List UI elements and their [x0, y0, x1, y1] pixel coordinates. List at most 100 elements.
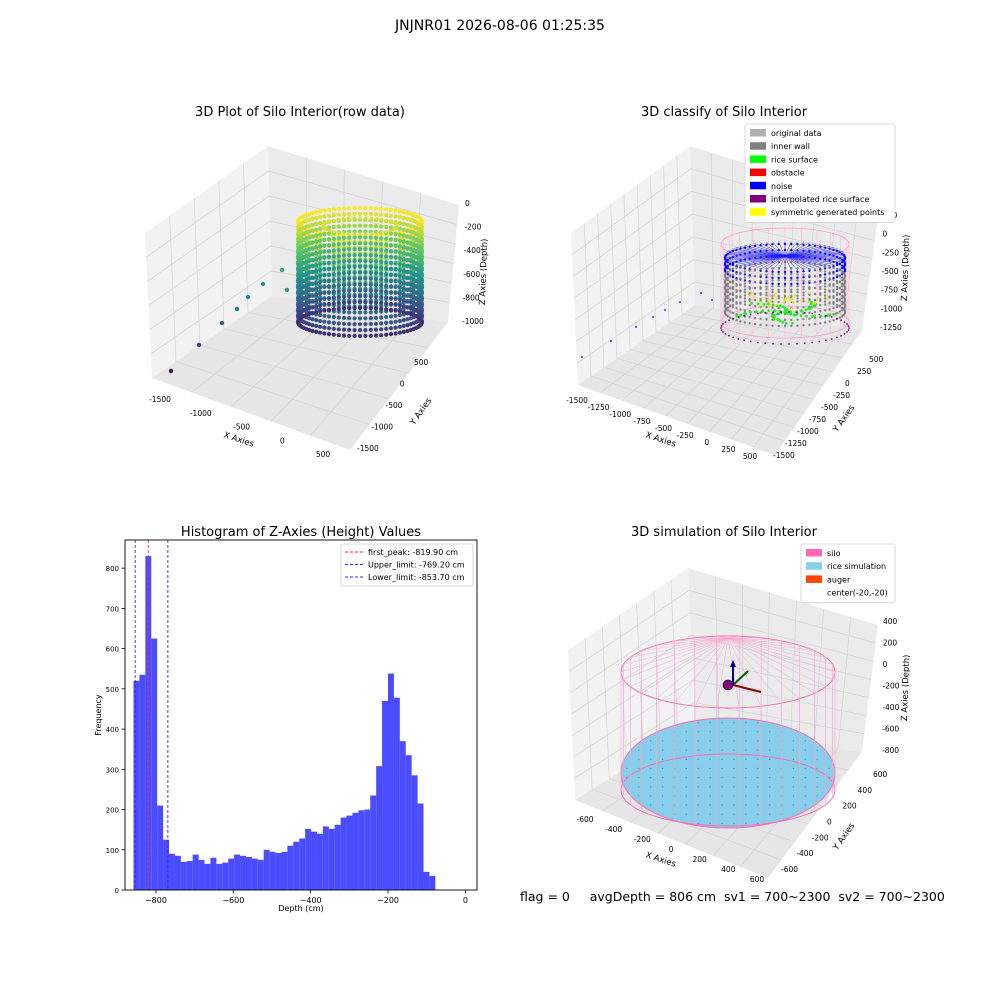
- histogram-bar-18: [240, 855, 246, 890]
- histogram-xlabel: Depth (cm): [278, 904, 323, 913]
- raw3d-outlier-6: [279, 267, 285, 273]
- histogram-bar-19: [245, 857, 252, 890]
- simulation3d-xtick-5: 400: [721, 865, 736, 874]
- histogram-xtick-0: −800: [145, 896, 167, 905]
- raw3d-ztick-0: 0: [465, 199, 470, 208]
- raw3d-ztick-3: -600: [463, 270, 480, 279]
- classify3d-xtick-8: 500: [743, 452, 758, 461]
- histogram-bar-50: [429, 875, 436, 890]
- classify3d-ztick-5: -1000: [881, 304, 903, 313]
- histogram-bar-46: [405, 755, 412, 890]
- classify3d-ztick-6: -1250: [880, 323, 902, 332]
- histogram-xtick-4: 0: [463, 896, 468, 905]
- classify3d-xtick-4: -500: [655, 424, 672, 433]
- classify3d-ytick-4: -500: [821, 403, 838, 412]
- simulation3d-legend-swatch-2: [806, 575, 822, 583]
- classify3d-legend-label-2: rice surface: [771, 155, 818, 164]
- histogram-bar-28: [299, 838, 306, 890]
- classify3d-noise-6: [700, 292, 702, 294]
- histogram-bar-49: [423, 871, 430, 890]
- simulation3d-ztick-2: 0: [883, 660, 888, 669]
- simulation3d-ztick-4: -400: [882, 703, 899, 712]
- classify3d-ytick-3: -250: [833, 391, 850, 400]
- histogram-bar-2: [145, 556, 152, 890]
- histogram-bar-23: [269, 851, 276, 890]
- simulation3d-legend-swatch-1: [806, 562, 822, 570]
- raw3d-outlier-4: [245, 294, 251, 300]
- classify3d-legend-swatch-4: [750, 181, 766, 190]
- classify3d-zlabel: Z Axies (Depth): [900, 234, 912, 301]
- raw3d-title: 3D Plot of Silo Interior(row data): [195, 105, 405, 120]
- histogram-bar-27: [293, 841, 300, 890]
- classify3d-legend-box: [744, 123, 896, 223]
- histogram-bar-16: [228, 858, 235, 890]
- simulation3d-axis-z-head: [730, 660, 736, 667]
- histogram-bar-30: [311, 831, 317, 890]
- raw3d-ztick-4: -800: [463, 293, 480, 302]
- histogram-bars: [133, 556, 436, 890]
- raw3d-ylabel: Y Axies: [408, 396, 435, 428]
- histogram-bar-0: [133, 680, 140, 890]
- raw3d-ytick-2: -500: [386, 401, 403, 410]
- histogram-legend-label-0: first_peak: -819.90 cm: [368, 548, 458, 557]
- histogram-bar-41: [376, 766, 383, 890]
- classify3d-xtick-0: -1500: [566, 396, 588, 405]
- raw3d-ytick-1: 0: [400, 380, 405, 389]
- simulation3d-xtick-3: 0: [669, 845, 674, 854]
- histogram-bar-10: [192, 854, 199, 890]
- raw3d-outlier-7: [284, 287, 290, 293]
- histogram-bar-14: [216, 863, 223, 890]
- raw3d-ztick-5: -1000: [462, 317, 484, 326]
- classify3d-ytick-8: -1500: [773, 451, 795, 460]
- classify3d-ztick-2: -250: [882, 248, 899, 257]
- classify3d-legend-swatch-1: [750, 142, 766, 150]
- simulation3d-center-marker: [722, 679, 734, 691]
- classify3d-noise-1: [610, 340, 612, 342]
- simulation3d-xtick-2: -200: [634, 835, 651, 844]
- classify3d-noise-4: [664, 309, 666, 311]
- histogram-bar-40: [370, 795, 377, 890]
- simulation3d-ztick-6: -800: [882, 746, 899, 755]
- histogram-ytick-0: 0: [115, 887, 119, 895]
- simulation3d-legend-label-2: auger: [827, 575, 851, 584]
- histogram-bar-11: [198, 859, 205, 890]
- raw3d-outlier-2: [219, 320, 225, 326]
- histogram-bar-9: [186, 861, 193, 890]
- simulation3d-xtick-1: -400: [605, 825, 622, 834]
- histogram-bar-20: [251, 858, 258, 890]
- classify3d-xtick-2: -1000: [609, 410, 631, 419]
- histogram-ytick-2: 200: [106, 807, 119, 815]
- raw3d-points: [168, 205, 425, 374]
- classify3d-legend-swatch-3: [750, 168, 766, 177]
- histogram-xtick-3: −200: [377, 896, 399, 905]
- raw3d-pane-left: [145, 146, 272, 378]
- raw3d-ytick-3: -1000: [371, 423, 393, 432]
- figure-title: JNJNR01 2026-08-06 01:25:35: [395, 18, 605, 34]
- chart-raw-3d: 3D Plot of Silo Interior(row data) -1500 -…: [145, 105, 490, 459]
- classify3d-xtick-6: 0: [704, 438, 709, 447]
- simulation3d-title: 3D simulation of Silo Interior: [631, 525, 818, 540]
- histogram-ytick-6: 600: [106, 646, 119, 654]
- histogram-title: Histogram of Z-Axies (Height) Values: [181, 525, 421, 540]
- histogram-bar-26: [287, 845, 294, 890]
- classify3d-xtick-3: -750: [633, 417, 650, 426]
- simulation3d-silo-wire: [620, 635, 836, 827]
- classify3d-pane-floor: [578, 305, 862, 455]
- chart-histogram: Histogram of Z-Axies (Height) Values −800…: [94, 525, 478, 913]
- histogram-bar-37: [352, 812, 359, 890]
- classify3d-ytick-1: 250: [857, 367, 872, 376]
- histogram-legend-label-2: Lower_limit: -853.70 cm: [368, 573, 465, 582]
- classify3d-xtick-5: -250: [677, 431, 694, 440]
- classify3d-legend-label-3: obstacle: [771, 169, 805, 178]
- raw3d-xlabel: X Axies: [222, 430, 255, 449]
- raw3d-outlier-0: [168, 368, 174, 374]
- histogram-bar-6: [169, 853, 175, 890]
- histogram-bar-5: [163, 839, 170, 890]
- simulation3d-ztick-5: -600: [882, 725, 899, 734]
- chart-classify-3d: 3D classify of Silo Interior -1500 -1250 -1…: [566, 105, 912, 461]
- simulation3d-axis-y-arrow: [732, 670, 749, 686]
- classify3d-title: 3D classify of Silo Interior: [641, 105, 808, 120]
- histogram-ytick-8: 800: [106, 565, 119, 573]
- simulation3d-legend-label-0: silo: [827, 549, 841, 558]
- histogram-xtick-2: −400: [300, 896, 322, 905]
